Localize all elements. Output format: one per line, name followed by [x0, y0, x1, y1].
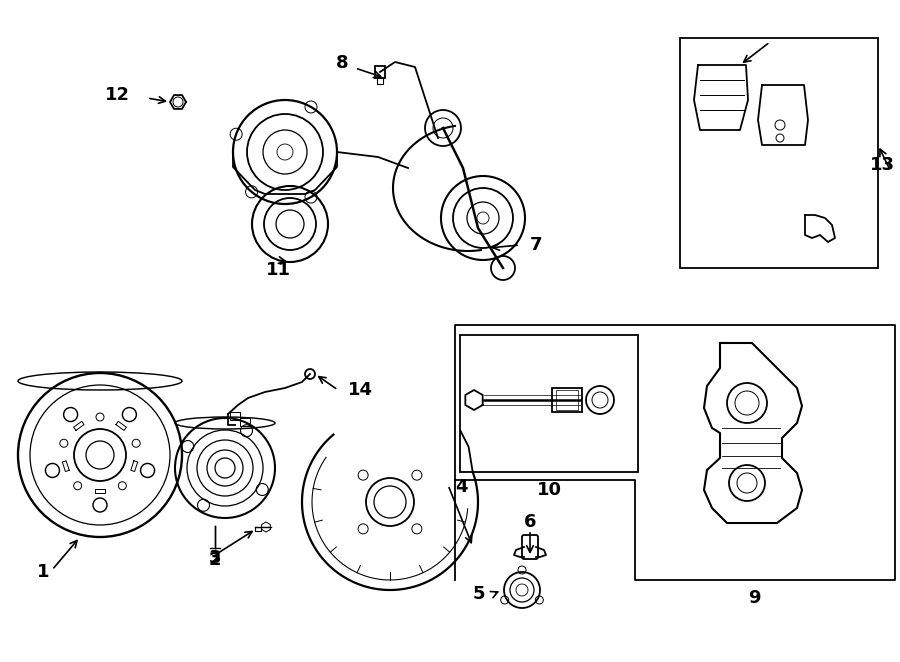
Bar: [460, 335, 638, 472]
Text: 2: 2: [209, 551, 221, 569]
Text: 9: 9: [748, 589, 760, 607]
Bar: [556, 390, 578, 410]
Bar: [377, 78, 383, 84]
Text: 12: 12: [105, 86, 130, 104]
Text: 14: 14: [348, 381, 373, 399]
Bar: [552, 388, 582, 412]
Text: 3: 3: [209, 549, 221, 567]
Text: 4: 4: [455, 478, 467, 496]
Bar: [680, 38, 878, 268]
Bar: [230, 412, 240, 420]
Bar: [375, 66, 385, 78]
Bar: [255, 527, 261, 531]
Text: 5: 5: [472, 585, 485, 603]
Text: 11: 11: [266, 261, 291, 279]
Bar: [240, 418, 250, 426]
Text: 8: 8: [336, 54, 348, 72]
Text: 13: 13: [870, 156, 895, 174]
Text: 7: 7: [530, 236, 543, 254]
Text: 10: 10: [536, 481, 562, 499]
Text: 6: 6: [524, 513, 536, 531]
Text: 1: 1: [37, 563, 50, 581]
